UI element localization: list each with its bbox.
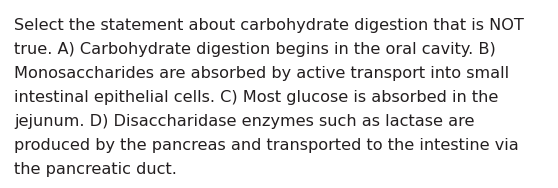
Text: the pancreatic duct.: the pancreatic duct.	[14, 162, 177, 177]
Text: intestinal epithelial cells. C) Most glucose is absorbed in the: intestinal epithelial cells. C) Most glu…	[14, 90, 498, 105]
Text: Select the statement about carbohydrate digestion that is NOT: Select the statement about carbohydrate …	[14, 18, 524, 33]
Text: Monosaccharides are absorbed by active transport into small: Monosaccharides are absorbed by active t…	[14, 66, 509, 81]
Text: jejunum. D) Disaccharidase enzymes such as lactase are: jejunum. D) Disaccharidase enzymes such …	[14, 114, 474, 129]
Text: produced by the pancreas and transported to the intestine via: produced by the pancreas and transported…	[14, 138, 519, 153]
Text: true. A) Carbohydrate digestion begins in the oral cavity. B): true. A) Carbohydrate digestion begins i…	[14, 42, 496, 57]
